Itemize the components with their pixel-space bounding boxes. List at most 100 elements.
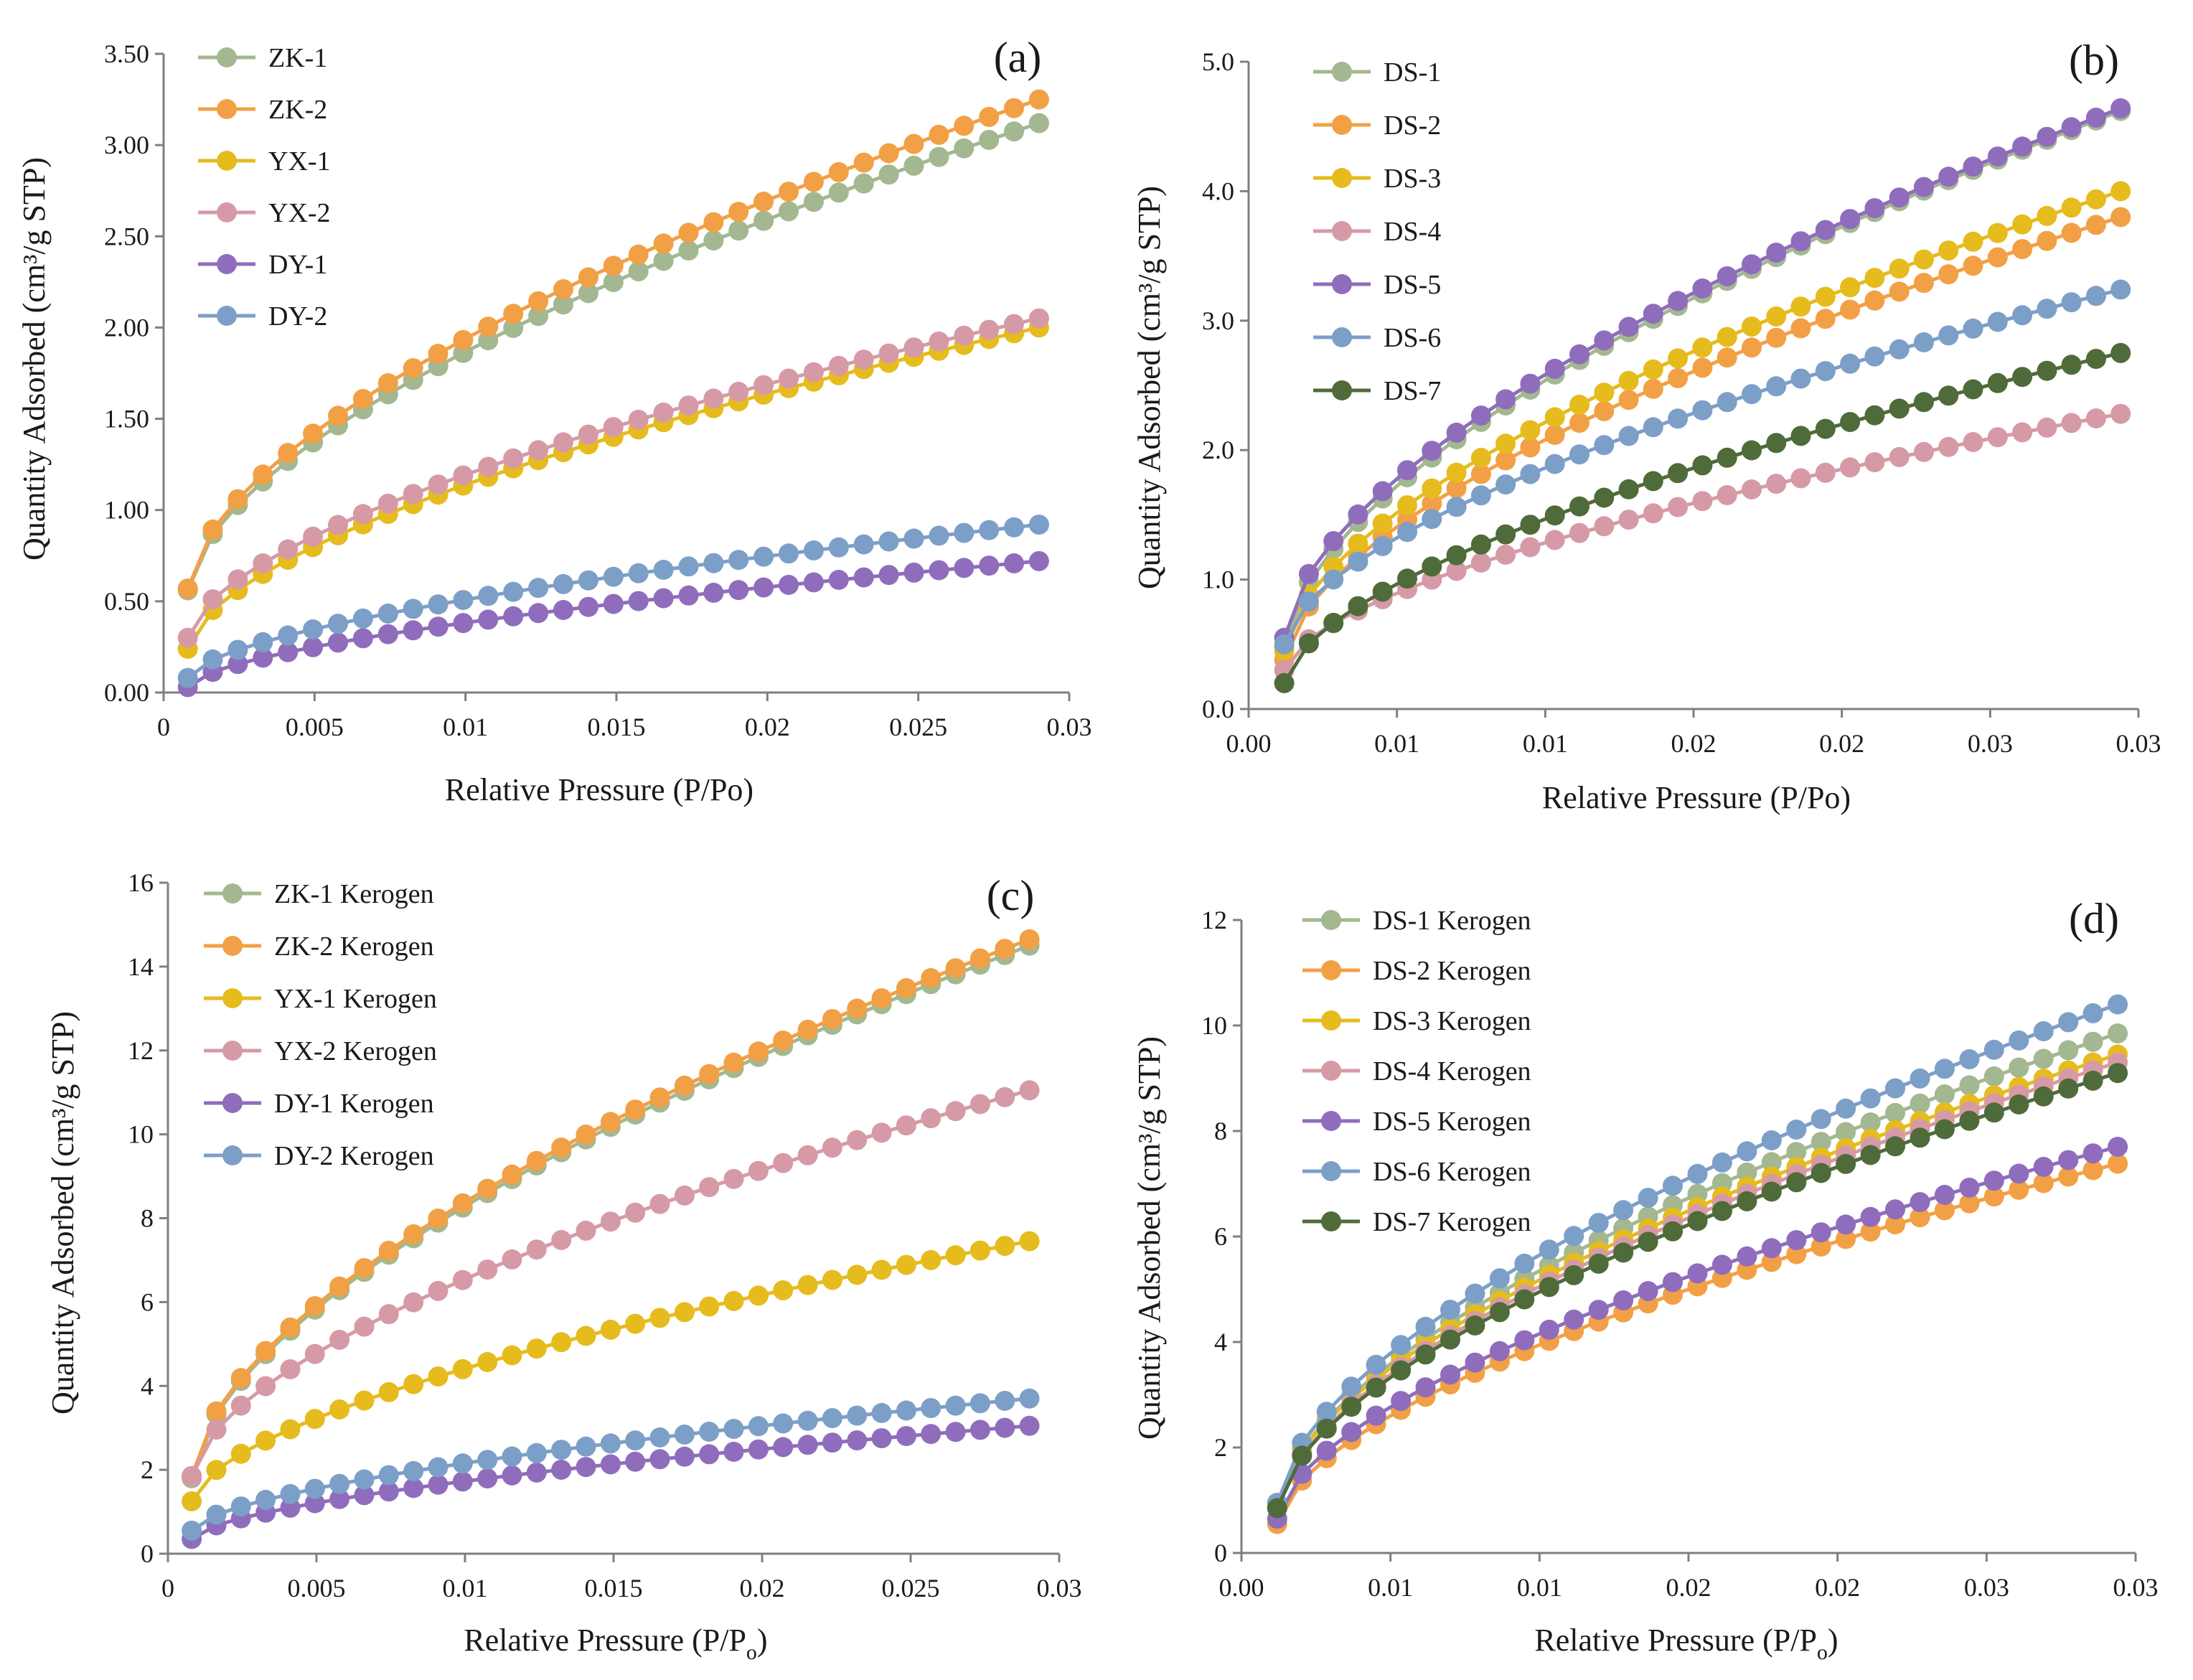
data-point bbox=[896, 1115, 916, 1136]
legend-marker bbox=[1332, 274, 1352, 294]
data-point bbox=[1889, 258, 1910, 279]
y-tick-label: 12 bbox=[1201, 906, 1227, 934]
data-point bbox=[1422, 493, 1442, 514]
data-point bbox=[2058, 1078, 2079, 1099]
x-axis-title: Relative Pressure (P/Po) bbox=[1542, 780, 1851, 815]
data-point bbox=[1815, 309, 1836, 329]
data-point bbox=[1544, 425, 1565, 445]
data-point bbox=[1422, 441, 1442, 461]
data-point bbox=[699, 1177, 720, 1198]
data-point bbox=[797, 1019, 818, 1040]
data-point bbox=[1495, 389, 1516, 410]
legend-label: DS-5 bbox=[1384, 270, 1441, 300]
data-point bbox=[1341, 1397, 1362, 1417]
data-point bbox=[403, 599, 423, 619]
data-point bbox=[526, 1462, 547, 1483]
data-point bbox=[1348, 596, 1368, 616]
data-point bbox=[1938, 385, 1959, 406]
data-point bbox=[929, 146, 949, 167]
data-point bbox=[1987, 427, 2008, 448]
data-point bbox=[779, 543, 799, 564]
data-point bbox=[403, 1460, 424, 1481]
x-tick-label: 0.01 bbox=[443, 713, 488, 741]
data-point bbox=[2085, 408, 2106, 428]
data-point bbox=[2033, 1021, 2054, 1041]
data-point bbox=[1742, 337, 1762, 358]
data-point bbox=[1668, 291, 1689, 311]
legend-marker bbox=[217, 306, 237, 326]
data-point bbox=[354, 1390, 375, 1411]
series-ds-7 bbox=[1274, 342, 2131, 693]
legend-label: DS-2 bbox=[1384, 111, 1441, 141]
data-point bbox=[1761, 1152, 1782, 1173]
legend-label: ZK-1 Kerogen bbox=[274, 879, 434, 909]
panel-a: 0.00 0.50 1.00 1.50 2.00 2.50 3.00 3.50 0 0.005 0.… bbox=[17, 34, 1092, 807]
data-point bbox=[206, 1419, 227, 1440]
data-point bbox=[403, 484, 423, 505]
x-tick-label: 0.005 bbox=[286, 713, 344, 741]
data-point bbox=[1298, 591, 1319, 612]
data-point bbox=[1889, 187, 1910, 208]
legend-label: YX-1 Kerogen bbox=[274, 984, 437, 1014]
y-tick-label: 8 bbox=[141, 1204, 154, 1233]
data-point bbox=[1544, 358, 1565, 379]
data-point bbox=[699, 1296, 720, 1317]
data-point bbox=[628, 261, 649, 282]
data-point bbox=[1766, 474, 1787, 494]
data-point bbox=[628, 591, 649, 611]
data-point bbox=[1544, 505, 1565, 526]
data-point bbox=[1840, 412, 1861, 433]
data-point bbox=[1643, 417, 1663, 438]
data-point bbox=[1495, 450, 1516, 471]
data-point bbox=[674, 1185, 695, 1206]
data-point bbox=[1348, 504, 1368, 525]
data-point bbox=[576, 1325, 596, 1346]
data-point bbox=[803, 572, 824, 593]
data-point bbox=[822, 1432, 842, 1453]
data-point bbox=[1959, 1049, 1980, 1069]
data-point bbox=[703, 388, 724, 409]
data-point bbox=[678, 556, 699, 577]
data-point bbox=[653, 250, 674, 271]
legend-label: ZK-2 Kerogen bbox=[274, 931, 434, 962]
legend-marker bbox=[1332, 327, 1352, 347]
data-point bbox=[328, 632, 348, 653]
data-point bbox=[979, 129, 1000, 150]
data-point bbox=[1520, 464, 1541, 484]
data-point bbox=[847, 1130, 868, 1150]
panel-d: 0 2 4 6 8 10 12 0.00 0.01 0.01 0.02 0.02 0.03 0.03 Rel… bbox=[1132, 895, 2159, 1664]
data-point bbox=[403, 1374, 424, 1394]
legend-entry: DS-4 bbox=[1313, 217, 1441, 247]
data-point bbox=[1668, 408, 1689, 429]
data-point bbox=[177, 578, 198, 599]
data-point bbox=[728, 202, 749, 222]
legend-marker bbox=[222, 883, 243, 904]
data-point bbox=[2110, 181, 2131, 202]
data-point bbox=[1004, 121, 1024, 142]
data-point bbox=[2108, 1023, 2128, 1043]
data-point bbox=[1446, 560, 1467, 581]
data-point bbox=[603, 255, 624, 276]
data-point bbox=[699, 1444, 720, 1465]
data-point bbox=[304, 1493, 325, 1514]
data-point bbox=[1987, 372, 2008, 393]
data-point bbox=[822, 1270, 842, 1290]
data-point bbox=[945, 958, 966, 979]
series-dy-2-kerogen bbox=[182, 1388, 1040, 1541]
data-point bbox=[553, 600, 573, 620]
data-point bbox=[1422, 478, 1442, 499]
data-point bbox=[728, 580, 749, 601]
legend-entry: DS-4 Kerogen bbox=[1302, 1056, 1531, 1087]
data-point bbox=[1963, 379, 1983, 400]
data-point bbox=[1618, 316, 1639, 337]
data-point bbox=[1840, 209, 1861, 230]
data-point bbox=[1316, 1418, 1337, 1439]
data-point bbox=[1470, 448, 1491, 468]
data-point bbox=[478, 456, 499, 477]
data-point bbox=[2110, 342, 2131, 363]
data-point bbox=[1446, 478, 1467, 499]
x-tick-label: 0.03 bbox=[1968, 729, 2013, 758]
data-point bbox=[177, 627, 198, 648]
data-point bbox=[779, 182, 799, 202]
data-point bbox=[1372, 535, 1393, 556]
